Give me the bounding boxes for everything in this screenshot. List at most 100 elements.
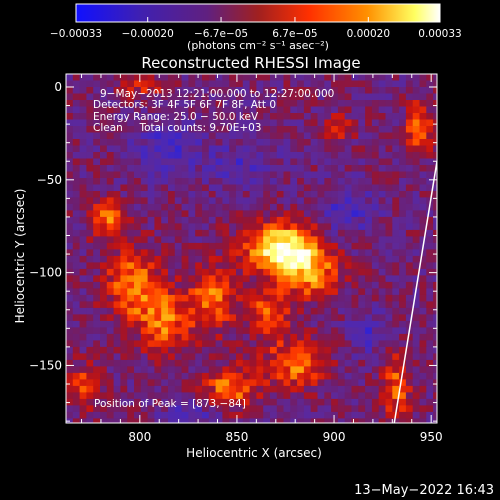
heatmap-cell (222, 372, 230, 380)
heatmap-cell (86, 255, 94, 263)
heatmap-cell (351, 418, 359, 423)
heatmap-cell (358, 113, 366, 121)
heatmap-cell (202, 327, 210, 335)
heatmap-cell (303, 333, 312, 341)
heatmap-cell (86, 236, 94, 244)
heatmap-cell (263, 106, 271, 114)
heatmap-cell (168, 152, 176, 160)
heatmap-cell (331, 145, 339, 153)
heatmap-cell (303, 320, 312, 328)
heatmap-cell (337, 294, 346, 302)
heatmap-cell (174, 203, 183, 211)
heatmap-cell (181, 106, 189, 114)
heatmap-cell (399, 340, 407, 348)
heatmap-cell (208, 398, 217, 406)
heatmap-cell (120, 366, 128, 374)
heatmap-cell (405, 262, 414, 270)
heatmap-cell (412, 191, 421, 199)
heatmap-cell (344, 113, 353, 121)
heatmap-cell (168, 268, 176, 276)
heatmap-cell (229, 216, 237, 224)
heatmap-cell (405, 372, 414, 380)
heatmap-cell (208, 346, 217, 354)
heatmap-cell (236, 340, 244, 348)
heatmap-cell (433, 281, 437, 289)
heatmap-cell (270, 93, 278, 101)
heatmap-cell (140, 314, 149, 322)
colorbar-ticks: −0.00033 −0.00020 −6.7e−05 6.7e−05 0.00020 0.… (50, 17, 462, 40)
heatmap-cell (378, 184, 387, 192)
heatmap-cell (222, 242, 230, 250)
heatmap-cell (147, 353, 155, 361)
heatmap-cell (297, 275, 305, 283)
heatmap-cell (365, 216, 373, 224)
heatmap-cell (202, 74, 210, 82)
heatmap-cell (79, 100, 87, 108)
heatmap-cell (331, 353, 339, 361)
heatmap-image (66, 74, 447, 432)
heatmap-cell (249, 249, 257, 257)
heatmap-cell (174, 359, 183, 367)
heatmap-cell (147, 411, 155, 419)
heatmap-cell (337, 145, 346, 153)
heatmap-cell (426, 236, 434, 244)
heatmap-cell (440, 295, 447, 302)
heatmap-cell (303, 327, 312, 335)
heatmap-cell (236, 314, 244, 322)
heatmap-cell (365, 359, 373, 367)
heatmap-cell (236, 275, 244, 283)
heatmap-cell (310, 379, 319, 387)
heatmap-cell (127, 398, 135, 406)
heatmap-cell (419, 165, 427, 173)
heatmap-cell (440, 165, 447, 172)
heatmap-cell (290, 165, 298, 173)
heatmap-cell (256, 288, 264, 296)
heatmap-cell (174, 100, 183, 108)
heatmap-cell (202, 236, 210, 244)
heatmap-cell (202, 197, 210, 205)
heatmap-cell (140, 152, 149, 160)
heatmap-cell (215, 74, 223, 82)
heatmap-cell (120, 340, 128, 348)
heatmap-cell (140, 405, 149, 413)
heatmap-cell (337, 353, 346, 361)
heatmap-cell (236, 411, 244, 419)
heatmap-cell (419, 197, 427, 205)
heatmap-cell (202, 145, 210, 153)
heatmap-cell (392, 425, 399, 432)
heatmap-cell (399, 119, 407, 127)
heatmap-cell (168, 139, 176, 147)
heatmap-cell (378, 262, 387, 270)
heatmap-cell (106, 80, 115, 88)
heatmap-cell (276, 366, 285, 374)
heatmap-cell (242, 385, 251, 393)
heatmap-cell (100, 139, 108, 147)
heatmap-cell (120, 113, 128, 121)
heatmap-cell (412, 314, 421, 322)
heatmap-cell (426, 275, 434, 283)
heatmap-cell (127, 353, 135, 361)
heatmap-cell (120, 216, 128, 224)
heatmap-cell (188, 210, 196, 218)
heatmap-cell (120, 74, 128, 82)
heatmap-cell (127, 385, 135, 393)
heatmap-cell (385, 242, 393, 250)
heatmap-cell (270, 113, 278, 121)
heatmap-cell (303, 216, 312, 224)
heatmap-cell (419, 327, 427, 335)
heatmap-cell (236, 418, 244, 423)
heatmap-cell (249, 379, 257, 387)
heatmap-cell (344, 288, 353, 296)
heatmap-cell (344, 307, 353, 315)
heatmap-cell (229, 411, 237, 419)
heatmap-cell (405, 139, 414, 147)
heatmap-cell (256, 74, 264, 82)
heatmap-cell (412, 197, 421, 205)
heatmap-cell (195, 255, 203, 263)
heatmap-cell (263, 275, 271, 283)
heatmap-cell (399, 405, 407, 413)
heatmap-cell (140, 249, 149, 257)
heatmap-cell (426, 372, 434, 380)
heatmap-cell (242, 262, 251, 270)
heatmap-cell (134, 307, 142, 315)
